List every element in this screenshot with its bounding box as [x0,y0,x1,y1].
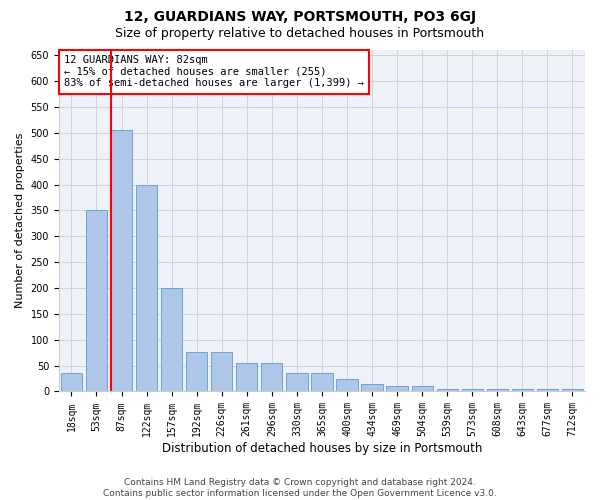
Bar [461,389,483,392]
Text: Size of property relative to detached houses in Portsmouth: Size of property relative to detached ho… [115,28,485,40]
Bar [136,184,157,392]
Bar [386,386,408,392]
Text: 12 GUARDIANS WAY: 82sqm
← 15% of detached houses are smaller (255)
83% of semi-d: 12 GUARDIANS WAY: 82sqm ← 15% of detache… [64,55,364,88]
Bar [487,389,508,392]
Bar [261,363,283,392]
Text: 12, GUARDIANS WAY, PORTSMOUTH, PO3 6GJ: 12, GUARDIANS WAY, PORTSMOUTH, PO3 6GJ [124,10,476,24]
Bar [537,389,558,392]
Bar [562,389,583,392]
Bar [361,384,383,392]
Bar [311,374,332,392]
Bar [337,378,358,392]
Bar [437,389,458,392]
Bar [186,352,208,392]
Bar [86,210,107,392]
Text: Contains HM Land Registry data © Crown copyright and database right 2024.
Contai: Contains HM Land Registry data © Crown c… [103,478,497,498]
X-axis label: Distribution of detached houses by size in Portsmouth: Distribution of detached houses by size … [162,442,482,455]
Bar [236,363,257,392]
Bar [61,374,82,392]
Y-axis label: Number of detached properties: Number of detached properties [15,133,25,308]
Bar [512,389,533,392]
Bar [161,288,182,392]
Bar [286,374,308,392]
Bar [111,130,132,392]
Bar [211,352,232,392]
Bar [412,386,433,392]
